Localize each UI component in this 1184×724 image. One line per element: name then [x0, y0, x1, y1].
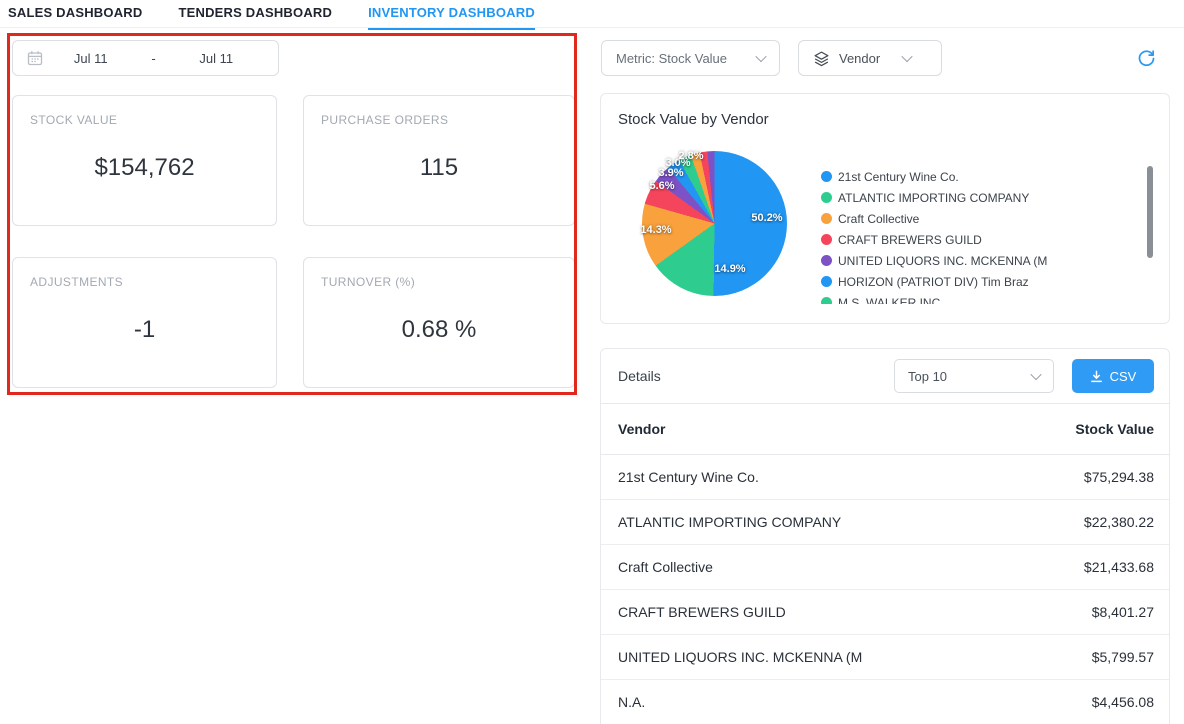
legend-item[interactable]: M.S. WALKER INC	[821, 292, 1141, 304]
legend-dot-icon	[821, 276, 832, 287]
legend-label: ATLANTIC IMPORTING COMPANY	[838, 190, 1030, 205]
chart-legend: 21st Century Wine Co. ATLANTIC IMPORTING …	[821, 166, 1141, 304]
vendor-cell: ATLANTIC IMPORTING COMPANY	[618, 514, 842, 530]
legend-item[interactable]: Craft Collective	[821, 208, 1141, 229]
chart-title: Stock Value by Vendor	[618, 111, 769, 128]
pie-slice-label: 14.9%	[714, 263, 746, 275]
stock-value-cell: $75,294.38	[1083, 469, 1154, 485]
stock-value-cell: $4,456.08	[1091, 694, 1154, 710]
date-start[interactable]: Jul 11	[73, 50, 108, 66]
metric-dropdown[interactable]: Metric: Stock Value	[601, 40, 780, 76]
legend-dot-icon	[821, 234, 832, 245]
legend-label: M.S. WALKER INC	[838, 295, 941, 305]
pie-slice-label: 3.9%	[658, 167, 684, 179]
legend-dot-icon	[821, 213, 832, 224]
legend-scrollbar[interactable]	[1147, 166, 1153, 258]
legend-label: CRAFT BREWERS GUILD	[838, 232, 982, 247]
stat-value: 115	[419, 154, 459, 181]
stat-label: STOCK VALUE	[30, 113, 118, 127]
stat-card-stock-value: STOCK VALUE $154,762	[12, 95, 277, 226]
dimension-dropdown[interactable]: Vendor	[798, 40, 942, 76]
legend-dot-icon	[821, 255, 832, 266]
date-end[interactable]: Jul 11	[199, 50, 234, 66]
legend-label: UNITED LIQUORS INC. MCKENNA (M	[838, 253, 1048, 268]
stat-value: $154,762	[94, 154, 195, 181]
stat-card-adjustments: ADJUSTMENTS -1	[12, 257, 277, 388]
details-table-body: 21st Century Wine Co. $75,294.38 ATLANTIC …	[601, 455, 1169, 724]
pie-slice-label: 14.3%	[640, 224, 672, 236]
vendor-cell: 21st Century Wine Co.	[618, 469, 759, 485]
csv-export-button[interactable]: CSV	[1072, 359, 1154, 393]
legend-item[interactable]: 21st Century Wine Co.	[821, 166, 1141, 187]
stat-card-purchase-orders: PURCHASE ORDERS 115	[303, 95, 575, 226]
download-icon	[1090, 370, 1103, 383]
table-row[interactable]: UNITED LIQUORS INC. MCKENNA (M $5,799.57	[601, 635, 1169, 680]
table-row[interactable]: N.A. $4,456.08	[601, 680, 1169, 724]
pie-slice-label: 2.8%	[678, 150, 704, 162]
legend-dot-icon	[821, 297, 832, 304]
legend-dot-icon	[821, 171, 832, 182]
pie-slice-label: 3.0%	[665, 157, 691, 169]
date-range-picker[interactable]: Jul 11 - Jul 11	[12, 40, 279, 76]
stat-card-turnover: TURNOVER (%) 0.68 %	[303, 257, 575, 388]
calendar-icon	[27, 50, 43, 66]
dashboard-tabbar: SALES DASHBOARD TENDERS DASHBOARD INVENT…	[0, 0, 1184, 30]
column-header-vendor: Vendor	[618, 421, 666, 437]
table-row[interactable]: ATLANTIC IMPORTING COMPANY $22,380.22	[601, 500, 1169, 545]
stat-label: ADJUSTMENTS	[30, 275, 124, 289]
stat-value: -1	[133, 316, 156, 343]
table-row[interactable]: Craft Collective $21,433.68	[601, 545, 1169, 590]
vendor-cell: N.A.	[618, 694, 646, 710]
legend-label: Craft Collective	[838, 211, 920, 226]
legend-item[interactable]: CRAFT BREWERS GUILD	[821, 229, 1141, 250]
pie-slice-label: 50.2%	[751, 212, 783, 224]
pie-slice-label: 5.6%	[649, 180, 675, 192]
legend-item[interactable]: ATLANTIC IMPORTING COMPANY	[821, 187, 1141, 208]
legend-item[interactable]: UNITED LIQUORS INC. MCKENNA (M	[821, 250, 1141, 271]
tab-sales-dashboard[interactable]: SALES DASHBOARD	[8, 5, 143, 20]
pie-chart-wrap: 50.2% 14.9% 14.3% 5.6% 3.9% 3.0% 2.8%	[640, 150, 787, 296]
legend-item[interactable]: HORIZON (PATRIOT DIV) Tim Braz	[821, 271, 1141, 292]
pie-chart[interactable]	[642, 151, 787, 296]
chevron-down-icon	[1030, 368, 1042, 381]
stock-value-cell: $21,433.68	[1083, 559, 1154, 575]
stat-value: 0.68 %	[401, 316, 477, 343]
stat-label: PURCHASE ORDERS	[321, 113, 449, 127]
dimension-dropdown-label: Vendor	[839, 50, 881, 66]
stock-value-cell: $22,380.22	[1083, 514, 1154, 530]
chart-card: Stock Value by Vendor 50.2% 14.9% 14.3% 5.6…	[600, 93, 1170, 324]
details-header: Details Top 10 CSV	[601, 349, 1169, 404]
chevron-down-icon	[901, 50, 913, 63]
legend-label: 21st Century Wine Co.	[838, 169, 959, 184]
table-row[interactable]: 21st Century Wine Co. $75,294.38	[601, 455, 1169, 500]
refresh-icon	[1136, 48, 1157, 69]
table-row[interactable]: CRAFT BREWERS GUILD $8,401.27	[601, 590, 1169, 635]
top-limit-dropdown[interactable]: Top 10	[894, 359, 1054, 393]
details-table-header: Vendor Stock Value	[601, 404, 1169, 455]
vendor-cell: Craft Collective	[618, 559, 713, 575]
vendor-cell: CRAFT BREWERS GUILD	[618, 604, 786, 620]
details-card: Details Top 10 CSV Vendor Stock Value 21…	[600, 348, 1170, 724]
stock-value-cell: $8,401.27	[1091, 604, 1154, 620]
top-limit-dropdown-label: Top 10	[908, 368, 948, 384]
tab-tenders-dashboard[interactable]: TENDERS DASHBOARD	[178, 5, 333, 20]
date-separator: -	[151, 50, 156, 66]
csv-button-label: CSV	[1109, 368, 1137, 384]
stat-label: TURNOVER (%)	[321, 275, 416, 289]
tab-inventory-dashboard[interactable]: INVENTORY DASHBOARD	[368, 0, 535, 30]
refresh-button[interactable]	[1134, 46, 1158, 70]
chevron-down-icon	[755, 50, 767, 63]
legend-dot-icon	[821, 192, 832, 203]
vendor-cell: UNITED LIQUORS INC. MCKENNA (M	[618, 649, 863, 665]
metric-dropdown-label: Metric: Stock Value	[616, 50, 728, 66]
stock-value-cell: $5,799.57	[1091, 649, 1154, 665]
column-header-stock-value: Stock Value	[1075, 421, 1154, 437]
layers-icon	[813, 50, 830, 67]
legend-label: HORIZON (PATRIOT DIV) Tim Braz	[838, 274, 1029, 289]
details-title: Details	[618, 368, 661, 384]
